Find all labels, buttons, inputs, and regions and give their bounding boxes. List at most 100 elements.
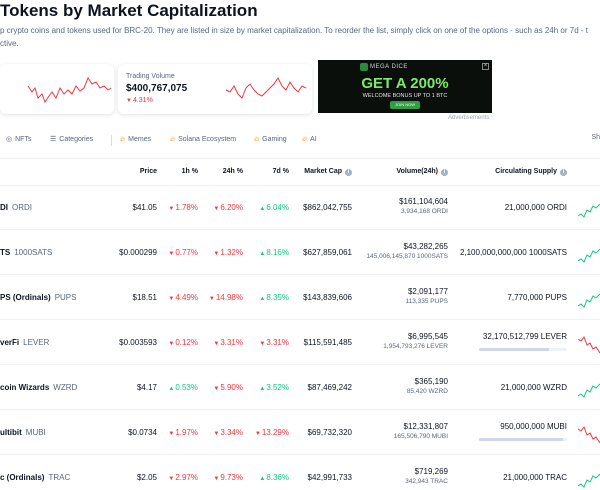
volume-usd-cell[interactable]: $6,995,545 [407, 332, 448, 341]
caret-down-icon: ▼ [213, 341, 220, 347]
table-row[interactable]: coin Wizards WZRD $4.17 ▲0.53% ▼5.90% ▲3.52% $… [0, 366, 600, 410]
table-row[interactable]: PS (Ordinals) PUPS $18.51 ▼4.49% ▼14.98% ▲8.3… [0, 276, 600, 320]
volume-usd-cell[interactable]: $2,091,177 [407, 287, 448, 296]
price-cell: $41.05 [132, 203, 157, 212]
token-name-cell[interactable]: TS 1000SATS [0, 248, 52, 257]
trading-volume-sparkline [225, 77, 307, 99]
volume-usd-cell[interactable]: $161,104,604 [399, 197, 448, 206]
change-h1: ▼4.49% [168, 293, 198, 302]
token-name-cell[interactable]: c (Ordinals) TRAC [0, 473, 70, 482]
volume-usd-cell[interactable]: $365,190 [414, 377, 448, 386]
change-h24: ▼9.73% [213, 473, 243, 482]
info-icon[interactable]: i [345, 169, 352, 176]
token-name: DI [0, 203, 8, 212]
token-name-cell[interactable]: coin Wizards WZRD [0, 383, 77, 392]
trading-volume-change: ▼4.31% [126, 97, 153, 104]
filter-solana-ecosystem[interactable]: 🔥︎ Solana Ecosystem [170, 134, 236, 146]
token-name-cell[interactable]: PS (Ordinals) PUPS [0, 293, 76, 302]
ad-join-button[interactable]: JOIN NOW [390, 101, 420, 109]
caret-down-icon: ▼ [168, 206, 175, 212]
circulating-supply-cell: 21,000,000 WZRD [500, 383, 567, 392]
filter-nfts[interactable]: ◎ NFTs [6, 134, 31, 146]
column-1h[interactable]: 1h % [181, 168, 198, 175]
supply-progress-bar [479, 438, 567, 441]
filter-label: NFTs [15, 136, 32, 143]
token-symbol: WZRD [53, 383, 78, 392]
market-cap-cell: $69,732,320 [307, 428, 353, 437]
trading-volume-card[interactable]: Trading Volume $400,767,075 ▼4.31% [118, 64, 312, 114]
ad-close-icon[interactable]: × [482, 63, 489, 70]
filter-divider [111, 135, 112, 146]
7d-sparkline [578, 425, 600, 444]
ad-headline: GET A 200% [361, 75, 449, 92]
caret-down-icon: ▼ [168, 341, 175, 347]
price-cell: $0.000299 [119, 248, 157, 257]
column-7d[interactable]: 7d % [272, 168, 289, 175]
7d-sparkline [578, 248, 600, 263]
column-volume[interactable]: Volume(24h) i [396, 168, 448, 176]
circulating-supply-cell: 21,000,000 TRAC [503, 473, 567, 482]
caret-down-icon: ▼ [208, 296, 215, 302]
token-name: c (Ordinals) [0, 473, 45, 482]
advertisement-banner[interactable]: MEGA DICE GET A 200% WELCOME BONUS UP TO… [318, 60, 492, 113]
ad-subheadline: WELCOME BONUS UP TO 1 BTC [362, 93, 448, 99]
circulating-supply-cell: 2,100,000,000,000 1000SATS [459, 248, 567, 257]
volume-token-cell: 165,506,790 MUBI [393, 433, 448, 440]
change-value: 6.04% [266, 203, 289, 212]
change-h24: ▼6.20% [213, 203, 243, 212]
caret-down-icon: ▼ [168, 251, 175, 257]
token-name-cell[interactable]: verFi LEVER [0, 338, 49, 347]
info-icon[interactable]: i [441, 169, 448, 176]
token-symbol: PUPS [54, 293, 77, 302]
token-symbol: 1000SATS [14, 248, 53, 257]
circulating-supply-cell: 7,770,000 PUPS [507, 293, 567, 302]
caret-up-icon: ▲ [259, 251, 266, 257]
table-row[interactable]: verFi LEVER $0.003593 ▼0.12% ▼3.31% ▼3.31% $11… [0, 321, 600, 365]
change-d7: ▲8.35% [259, 293, 289, 302]
change-value: 0.12% [175, 338, 198, 347]
show-rows-control[interactable]: Sh [591, 134, 600, 141]
price-cell: $2.05 [136, 473, 157, 482]
table-row[interactable]: c (Ordinals) TRAC $2.05 ▼2.97% ▼9.73% ▲8.36% $… [0, 456, 600, 490]
volume-token-cell: 113,335 PUPS [405, 298, 448, 305]
volume-usd-cell[interactable]: $43,282,265 [403, 242, 449, 251]
filter-categories[interactable]: ☰ Categories [50, 134, 93, 146]
caret-down-icon: ▼ [213, 386, 220, 392]
circulating-supply-cell: 32,170,512,799 LEVER [482, 332, 567, 341]
change-value: 8.36% [266, 473, 289, 482]
market-cap-cell: $115,591,485 [303, 338, 352, 347]
volume-token-cell: 1,954,793,276 LEVER [383, 343, 448, 350]
circulating-supply-cell: 950,000,000 MUBI [500, 422, 567, 431]
market-cap-card[interactable] [0, 64, 114, 114]
filter-memes[interactable]: 🔥︎ Memes [120, 134, 151, 146]
token-name-cell[interactable]: ultibit MUBI [0, 428, 46, 437]
7d-sparkline [578, 293, 600, 308]
column-24h[interactable]: 24h % [222, 168, 243, 175]
column-supply[interactable]: Circulating Supply i [495, 168, 567, 176]
change-d7: ▲8.16% [259, 248, 289, 257]
column-price[interactable]: Price [139, 168, 157, 175]
filter-gaming[interactable]: 🔥︎ Gaming [254, 134, 287, 146]
volume-usd-cell[interactable]: $719,269 [414, 467, 448, 476]
change-h24: ▼3.31% [213, 338, 243, 347]
filter-ai[interactable]: 🔥︎ AI [302, 134, 317, 146]
info-icon[interactable]: i [560, 169, 567, 176]
table-row[interactable]: TS 1000SATS $0.000299 ▼0.77% ▼1.32% ▲8.16% $62… [0, 231, 600, 275]
caret-down-icon: ▼ [168, 476, 175, 482]
volume-usd-cell[interactable]: $12,331,807 [403, 422, 449, 431]
caret-up-icon: ▲ [259, 296, 266, 302]
table-row[interactable]: ultibit MUBI $0.0734 ▼1.97% ▼3.34% ▼13.29% $69… [0, 411, 600, 455]
caret-down-icon: ▼ [254, 431, 261, 437]
change-d7: ▼3.31% [259, 338, 289, 347]
trading-volume-label: Trading Volume [126, 73, 175, 80]
token-symbol: MUBI [25, 428, 46, 437]
change-value: 6.20% [220, 203, 243, 212]
change-value: 14.98% [215, 293, 243, 302]
token-name-cell[interactable]: DI ORDI [0, 203, 32, 212]
change-value: 1.32% [220, 248, 243, 257]
table-row[interactable]: DI ORDI $41.05 ▼1.78% ▼6.20% ▲6.04% $862,042,7… [0, 186, 600, 230]
column-market-cap[interactable]: Market Cap i [304, 168, 352, 176]
caret-down-icon: ▼ [213, 251, 220, 257]
column-volume-label: Volume(24h) [396, 168, 439, 175]
7d-sparkline [578, 203, 600, 218]
